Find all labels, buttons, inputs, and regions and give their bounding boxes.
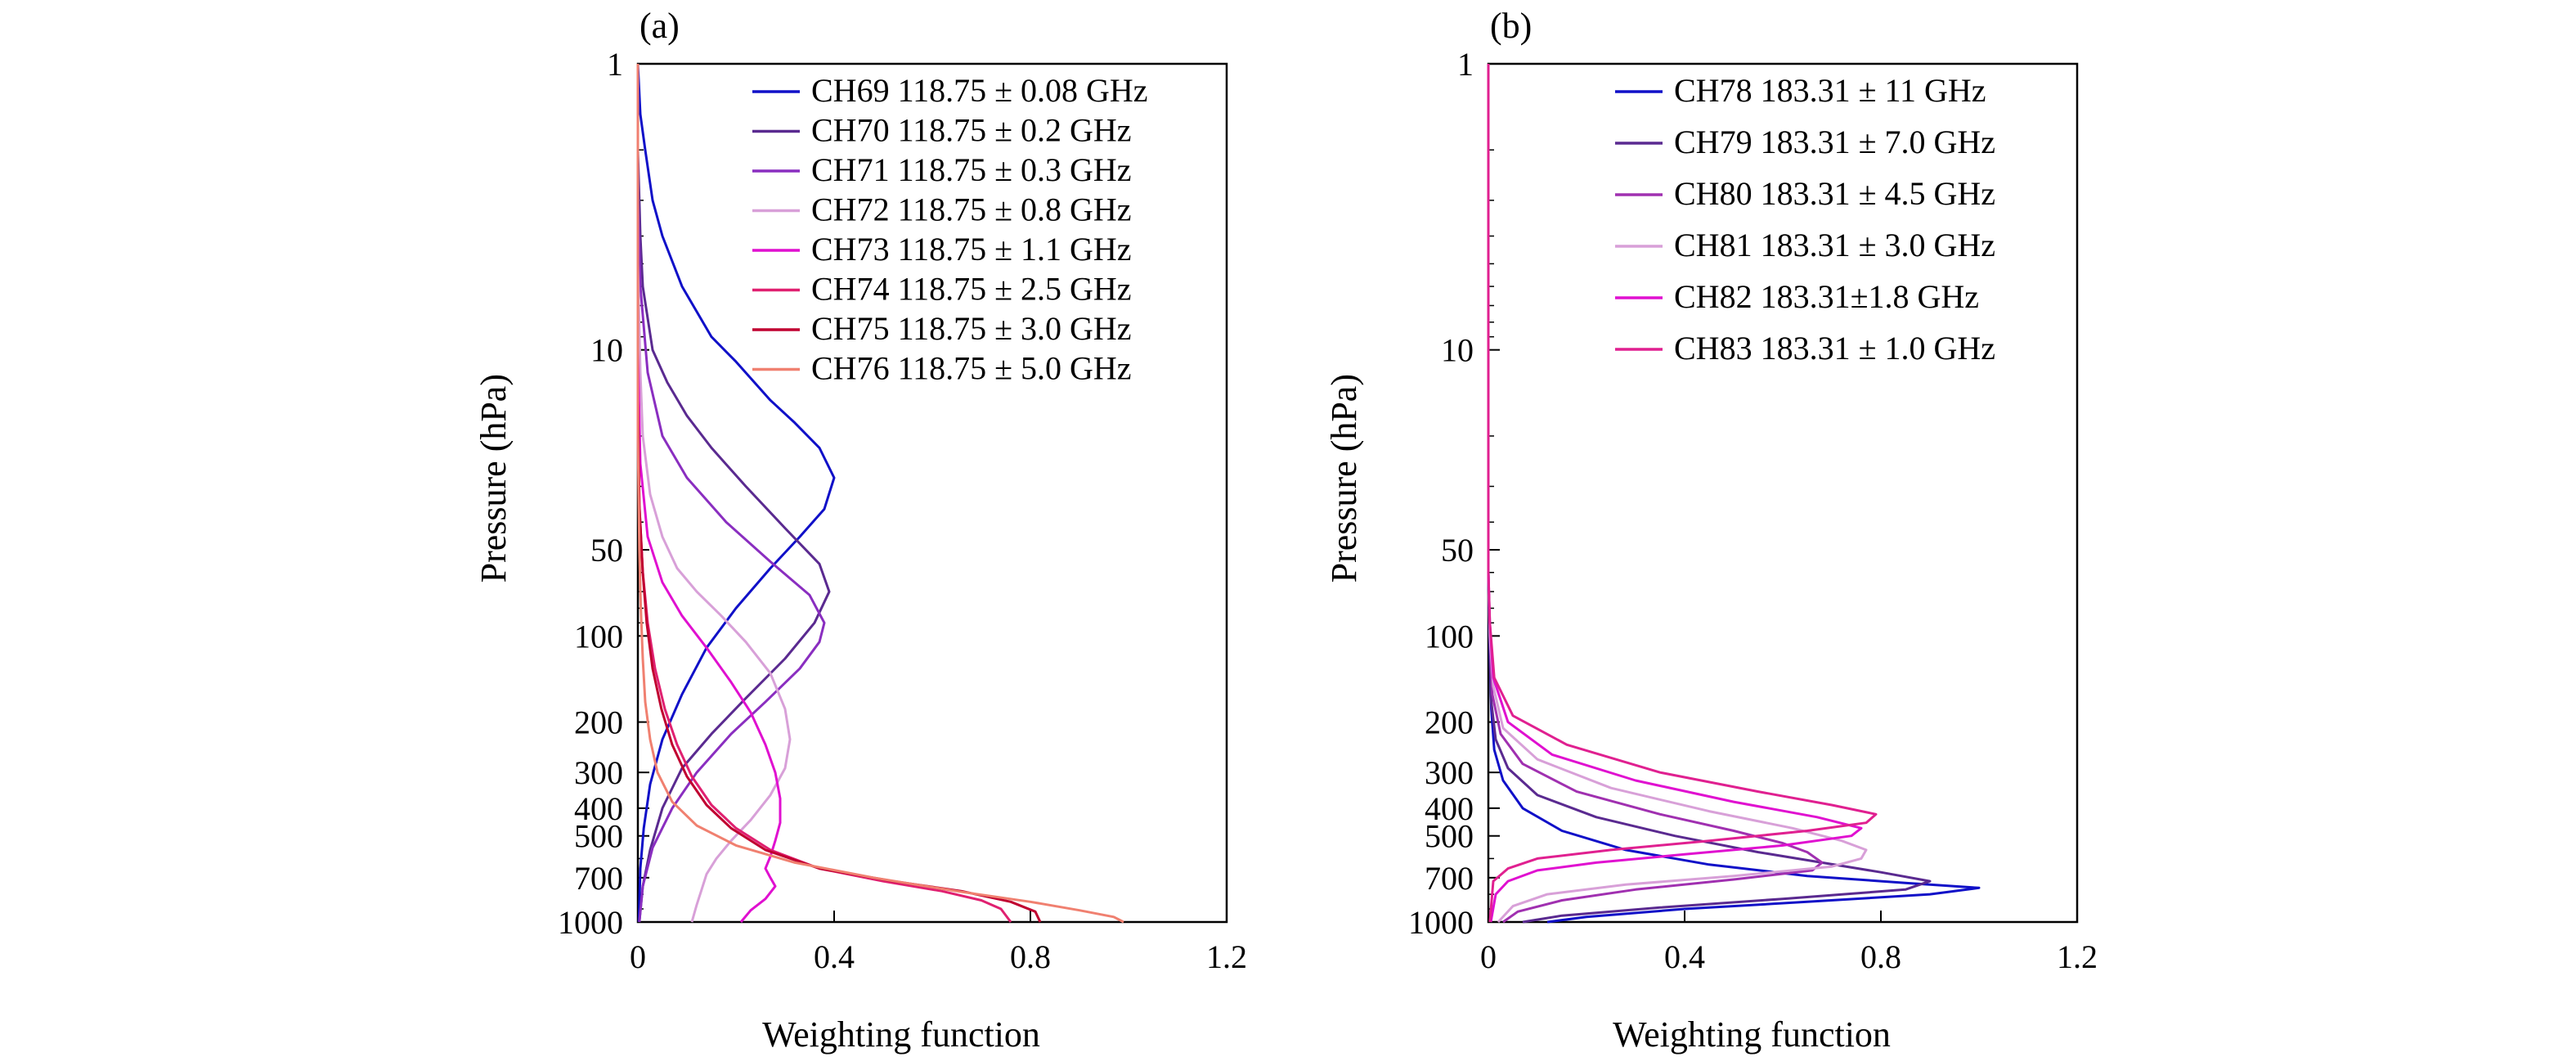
series-line (1487, 64, 1878, 923)
y-tick-label: 10 (590, 332, 623, 369)
legend-entry: CH72 118.75 ± 0.8 GHz (811, 191, 1132, 228)
panel-label: (a) (640, 6, 680, 46)
legend-entry: CH70 118.75 ± 0.2 GHz (811, 112, 1132, 149)
legend-entry: CH81 183.31 ± 3.0 GHz (1674, 227, 1995, 263)
x-tick-label: 0.4 (1664, 938, 1705, 975)
legend-entry: CH76 118.75 ± 5.0 GHz (811, 350, 1132, 387)
x-tick-label: 0.8 (1010, 938, 1051, 975)
x-tick-label: 0.4 (814, 938, 855, 975)
y-tick-label: 700 (574, 860, 623, 897)
series-line (636, 64, 792, 923)
legend-entry: CH73 118.75 ± 1.1 GHz (811, 231, 1132, 268)
y-tick-label: 10 (1441, 332, 1474, 369)
legend-entry: CH78 183.31 ± 11 GHz (1674, 72, 1986, 109)
y-tick-label: 200 (1425, 704, 1474, 741)
y-tick-label: 300 (1425, 754, 1474, 791)
y-tick-label: 200 (574, 704, 623, 741)
y-tick-label: 500 (574, 818, 623, 855)
y-tick-label: 50 (590, 532, 623, 569)
series-line (636, 63, 836, 923)
y-tick-label: 500 (1425, 818, 1474, 855)
legend-entry: CH75 118.75 ± 3.0 GHz (811, 310, 1132, 347)
series-line (636, 64, 826, 923)
y-tick-label: 1 (607, 46, 623, 83)
series-line (636, 64, 1124, 924)
y-tick-label: 100 (574, 618, 623, 654)
y-tick-label: 1 (1457, 46, 1474, 83)
y-tick-label: 50 (1441, 532, 1474, 569)
series-line (636, 64, 782, 923)
x-tick-label: 1.2 (2057, 938, 2098, 975)
legend-entry: CH83 183.31 ± 1.0 GHz (1674, 330, 1995, 367)
legend-entry: CH69 118.75 ± 0.08 GHz (811, 72, 1148, 109)
y-tick-label: 1000 (1408, 904, 1474, 941)
y-tick-label: 300 (574, 754, 623, 791)
legend-entry: CH79 183.31 ± 7.0 GHz (1674, 124, 1995, 160)
legend-entry: CH82 183.31±1.8 GHz (1674, 278, 1979, 315)
y-tick-label: 1000 (558, 904, 623, 941)
x-tick-label: 0 (630, 938, 646, 975)
legend-entry: CH71 118.75 ± 0.3 GHz (811, 151, 1132, 188)
y-tick-label: 700 (1425, 860, 1474, 897)
legend-entry: CH80 183.31 ± 4.5 GHz (1674, 175, 1995, 212)
legend-entry: CH74 118.75 ± 2.5 GHz (811, 271, 1132, 308)
y-tick-label: 100 (1425, 618, 1474, 654)
y-tick-label: 400 (574, 790, 623, 827)
y-tick-label: 400 (1425, 790, 1474, 827)
x-tick-label: 1.2 (1206, 938, 1247, 975)
x-tick-label: 0.8 (1860, 938, 1901, 975)
panel-label: (b) (1490, 6, 1532, 46)
x-tick-label: 0 (1480, 938, 1497, 975)
x-axis-title: Weighting function (762, 1014, 1040, 1055)
y-axis-title: Pressure (hPa) (473, 374, 514, 582)
x-axis-title: Weighting function (1613, 1014, 1891, 1055)
y-axis-title: Pressure (hPa) (1324, 374, 1364, 582)
